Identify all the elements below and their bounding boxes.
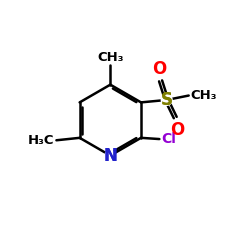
Text: S: S [161,92,173,110]
Text: H₃C: H₃C [28,134,54,147]
Circle shape [105,150,116,161]
Text: Cl: Cl [161,132,176,146]
Text: O: O [170,121,185,139]
Text: CH₃: CH₃ [190,89,216,102]
Text: S: S [161,92,173,110]
Text: N: N [104,146,117,164]
Text: N: N [104,146,117,164]
Text: CH₃: CH₃ [97,51,124,64]
Circle shape [161,94,172,105]
Text: O: O [152,60,166,78]
